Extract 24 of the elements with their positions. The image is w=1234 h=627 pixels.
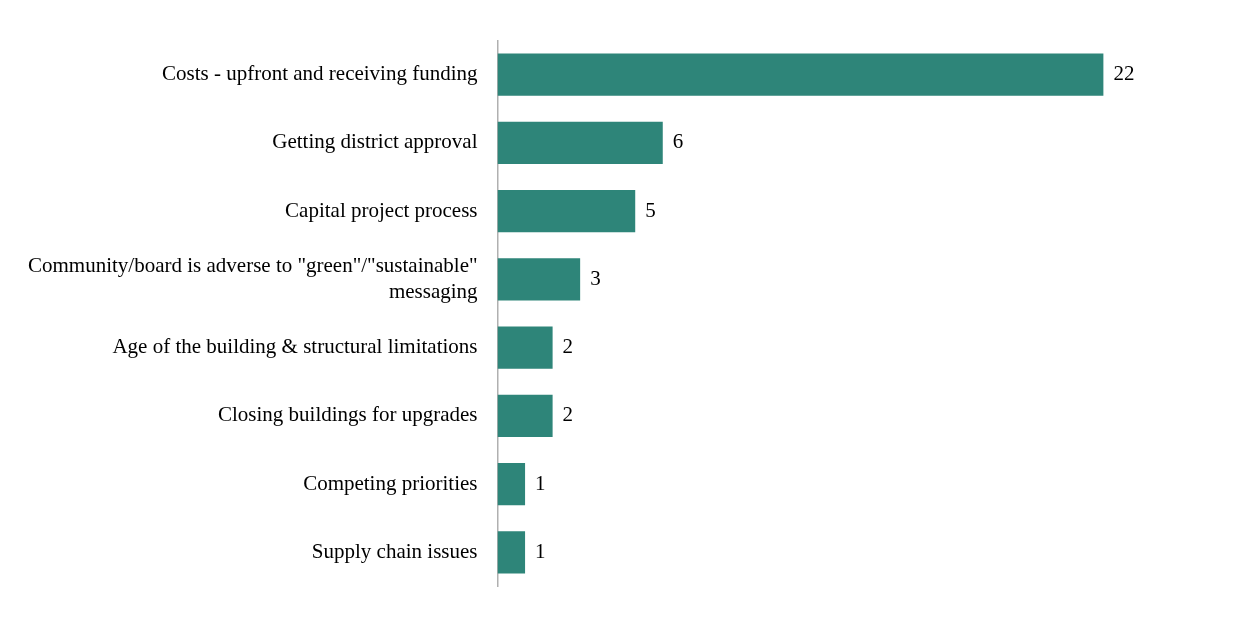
- y-tick-label: Closing buildings for upgrades: [217, 402, 478, 427]
- y-tick-label: Capital project process: [285, 197, 478, 222]
- bar: [497, 326, 553, 369]
- y-tick-label: Getting district approval: [272, 129, 478, 154]
- y-tick-label: Costs - upfront and receiving funding: [162, 61, 479, 86]
- data-label: 2: [562, 334, 574, 359]
- bar: [497, 462, 526, 506]
- y-tick-label: Community/board is adverse to "green"/"sustainable" messaging: [28, 253, 479, 303]
- bar: [497, 190, 636, 233]
- y-tick-label: Age of the building & structural limitations: [112, 334, 478, 359]
- bar: [497, 531, 526, 574]
- y-tick-label: Supply chain issues: [311, 538, 478, 563]
- data-label: 22: [1113, 61, 1135, 86]
- bar: [497, 121, 663, 165]
- data-label: 1: [535, 538, 546, 563]
- data-label: 3: [590, 265, 601, 290]
- bar: [497, 394, 553, 437]
- bar: [497, 53, 1104, 96]
- data-label: 2: [562, 402, 574, 427]
- data-label: 6: [672, 129, 684, 154]
- y-tick-label: Competing priorities: [303, 470, 478, 495]
- data-label: 5: [645, 197, 656, 222]
- bar: [497, 258, 581, 301]
- data-label: 1: [535, 470, 546, 495]
